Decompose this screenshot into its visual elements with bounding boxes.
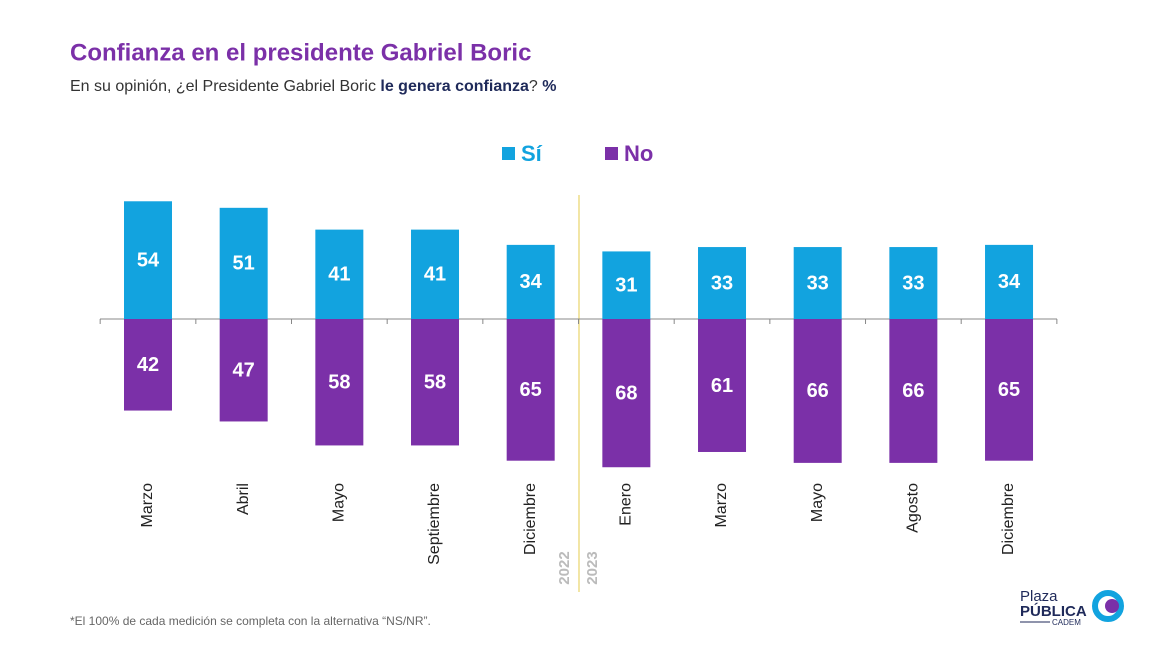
logo-icon	[1105, 599, 1119, 613]
bar	[889, 247, 938, 319]
value-label: 33	[807, 272, 829, 294]
value-label: 66	[902, 380, 924, 402]
value-label: 47	[233, 360, 255, 382]
logo-icon	[1092, 590, 1124, 622]
bar	[793, 247, 842, 319]
value-label: 34	[998, 271, 1021, 293]
bar	[602, 319, 651, 468]
bar	[219, 207, 268, 319]
logo-text: PÚBLICA	[1020, 602, 1087, 620]
bar	[315, 319, 364, 446]
legend-swatch	[605, 147, 618, 160]
bar	[124, 319, 172, 411]
bar	[985, 244, 1034, 319]
bar	[506, 319, 555, 461]
logo-text: CADEM	[1052, 618, 1081, 627]
x-tick-label: Marzo	[713, 483, 730, 528]
x-tick-label: Mayo	[331, 483, 348, 522]
legend-label: No	[624, 141, 653, 166]
bar	[985, 319, 1034, 461]
value-label: 58	[424, 372, 446, 394]
bar	[698, 247, 747, 319]
legend-label: Sí	[521, 141, 543, 166]
year-label: 2023	[584, 551, 601, 584]
x-tick-label: Mayo	[809, 483, 826, 522]
logo-text: Plaza	[1020, 588, 1058, 605]
footnote: *El 100% de cada medición se completa co…	[70, 614, 431, 628]
chart-subtitle: En su opinión, ¿el Presidente Gabriel Bo…	[70, 78, 556, 95]
value-label: 61	[711, 375, 733, 397]
bar	[506, 244, 555, 319]
value-label: 41	[424, 264, 446, 286]
bar	[411, 319, 460, 446]
x-tick-label: Abril	[235, 483, 252, 515]
x-tick-label: Agosto	[905, 483, 922, 533]
value-label: 54	[137, 249, 160, 271]
value-label: 31	[615, 274, 637, 296]
value-label: 51	[233, 253, 255, 275]
bar	[124, 201, 172, 319]
bar	[889, 319, 938, 463]
subtitle-part: En su opinión, ¿el Presidente Gabriel Bo…	[70, 78, 380, 95]
bar	[411, 229, 460, 319]
value-label: 58	[328, 372, 350, 394]
value-label: 65	[998, 379, 1020, 401]
subtitle-part: ?	[529, 78, 542, 95]
x-tick-label: Enero	[618, 483, 635, 526]
bar	[602, 251, 651, 319]
value-label: 33	[902, 272, 924, 294]
value-label: 68	[615, 382, 637, 404]
bar	[698, 319, 747, 452]
x-tick-label: Diciembre	[522, 483, 539, 555]
legend-swatch	[502, 147, 515, 160]
bar	[793, 319, 842, 463]
year-label: 2022	[556, 551, 573, 584]
bar	[315, 229, 364, 319]
subtitle-part: %	[542, 78, 556, 95]
value-label: 41	[328, 264, 350, 286]
chart-title: Confianza en el presidente Gabriel Boric	[70, 39, 531, 66]
subtitle-part: le genera confianza	[380, 78, 529, 95]
bar	[219, 319, 268, 422]
value-label: 42	[137, 354, 159, 376]
value-label: 65	[520, 379, 542, 401]
x-tick-label: Septiembre	[426, 483, 443, 565]
x-tick-label: Marzo	[139, 483, 156, 528]
x-tick-label: Diciembre	[1000, 483, 1017, 555]
value-label: 34	[520, 271, 543, 293]
value-label: 33	[711, 272, 733, 294]
value-label: 66	[807, 380, 829, 402]
